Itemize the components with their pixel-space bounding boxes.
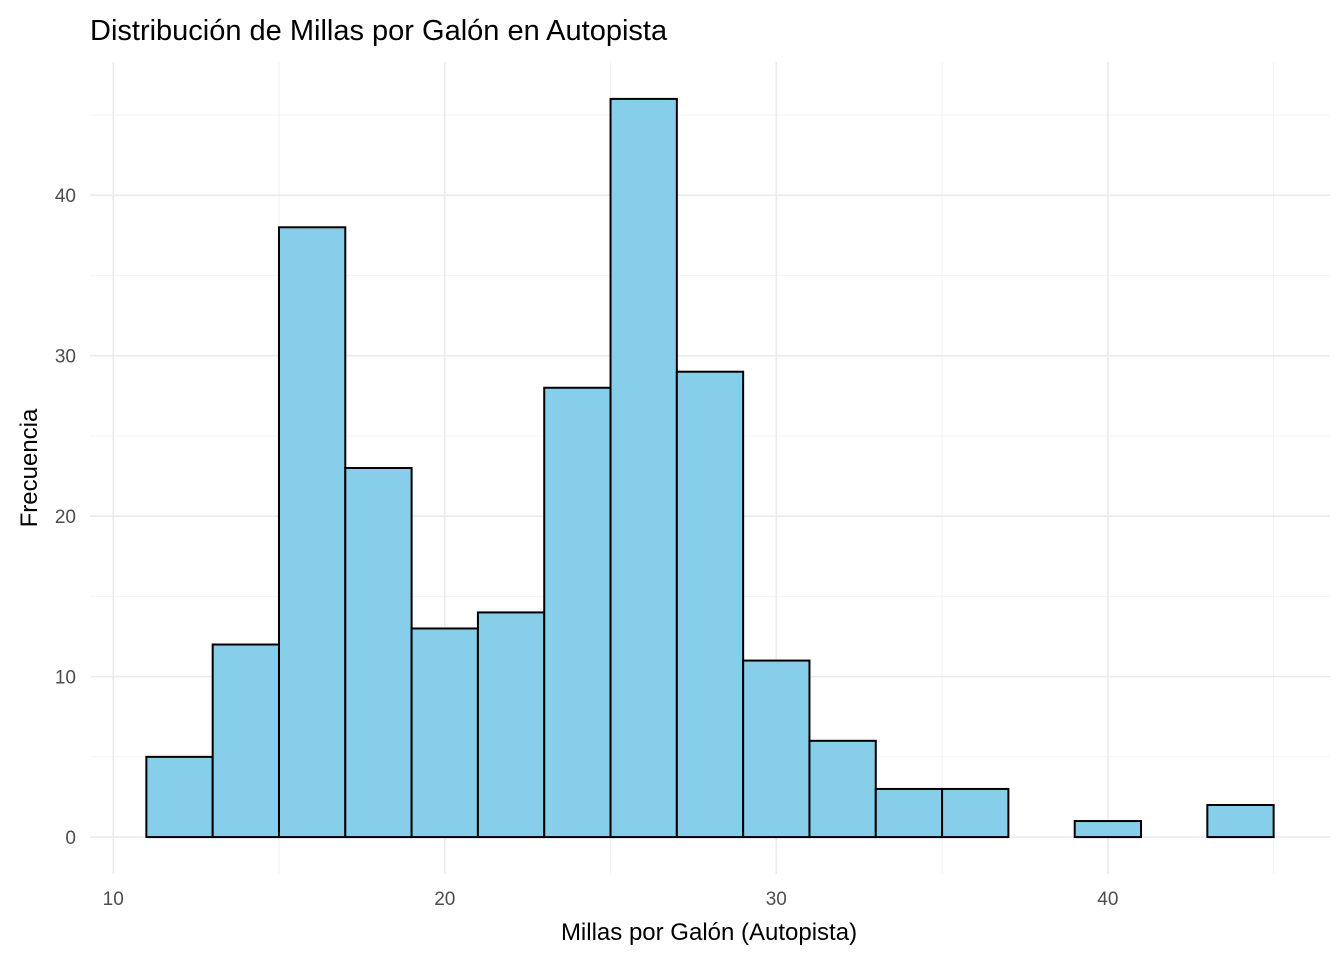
- x-tick-label: 30: [766, 889, 787, 910]
- y-tick-label: 0: [65, 828, 76, 849]
- x-axis-title: Millas por Galón (Autopista): [561, 919, 857, 946]
- histogram-bar: [277, 226, 347, 839]
- x-tick-label: 20: [434, 889, 455, 910]
- histogram-bar: [742, 659, 811, 839]
- histogram-bar: [145, 755, 214, 839]
- chart-title: Distribución de Millas por Galón en Auto…: [90, 15, 668, 47]
- y-tick-label: 10: [55, 668, 76, 689]
- histogram-bar: [609, 97, 678, 839]
- histogram-bar: [808, 739, 877, 839]
- histogram-bar: [211, 643, 280, 839]
- y-tick-label: 40: [55, 186, 76, 207]
- x-axis-ticks: 10 20 30 40: [103, 889, 1119, 910]
- histogram-bar: [344, 467, 413, 839]
- histogram-bar: [543, 386, 612, 839]
- histogram-bar: [410, 627, 479, 839]
- histogram-bar: [1206, 803, 1275, 839]
- y-axis-ticks: 0 10 20 30 40: [55, 186, 76, 849]
- y-tick-label: 30: [55, 347, 76, 368]
- histogram-bar: [476, 611, 546, 839]
- histogram-bar: [675, 370, 745, 839]
- histogram-bar: [941, 787, 1010, 839]
- x-tick-label: 10: [103, 889, 124, 910]
- histogram-bar: [1073, 820, 1143, 839]
- x-tick-label: 40: [1097, 889, 1118, 910]
- histogram-bars: [145, 97, 1275, 839]
- y-tick-label: 20: [55, 507, 76, 528]
- histogram-bar: [874, 787, 944, 839]
- y-axis-title: Frecuencia: [16, 408, 43, 527]
